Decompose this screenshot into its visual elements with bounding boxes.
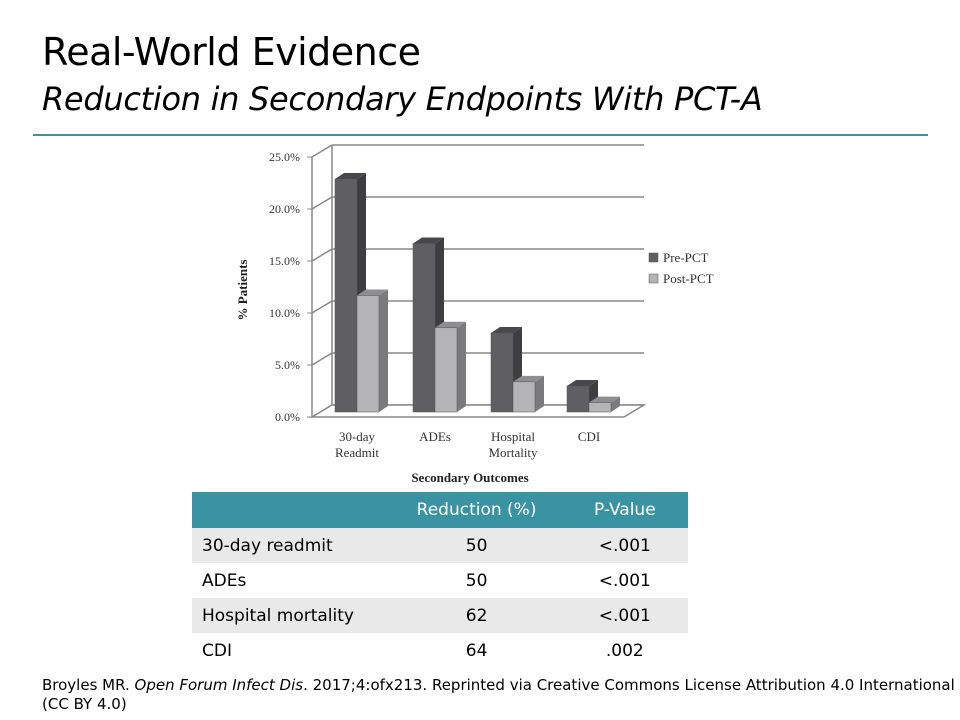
legend-swatch (648, 252, 659, 263)
citation-author: Broyles MR. (42, 676, 135, 694)
citation-rest: . 2017;4:ofx213. Reprinted via Creative … (42, 676, 955, 713)
bar-front (356, 295, 380, 413)
bar-top (335, 173, 366, 180)
x-tick-label: CDI (578, 429, 600, 444)
pvalue-cell: <.001 (598, 570, 651, 591)
bar-side (611, 396, 620, 412)
bar-front (490, 332, 514, 413)
outcome-cell: CDI (202, 640, 232, 661)
y-tick-label: 10.0% (269, 306, 300, 320)
y-axis-label: % Patients (235, 259, 250, 320)
pvalue-cell: .002 (605, 640, 644, 661)
citation: Broyles MR. Open Forum Infect Dis. 2017;… (42, 676, 960, 714)
side-gridline (311, 248, 333, 262)
y-tick-label: 20.0% (269, 202, 300, 216)
x-tick-label: Hospital (491, 429, 535, 444)
reduction-cell: 50 (465, 535, 488, 556)
bar-front (512, 381, 536, 413)
reduction-cell: 50 (465, 570, 488, 591)
bar-chart: 0.0% 5.0% 10.0% 15.0% 20.0% 25.0% 30-dayReadmi… (235, 144, 714, 485)
title-divider (33, 134, 928, 136)
legend-label: Pre-PCT (663, 250, 709, 265)
legend-swatch (648, 273, 659, 284)
outcome-cell: ADEs (202, 570, 247, 591)
table-row: ADEs 50 <.001 (192, 563, 688, 598)
side-gridline (311, 300, 333, 314)
y-tick-label: 25.0% (269, 150, 300, 164)
bar-front (412, 243, 436, 413)
header-reduction: Reduction (%) (391, 492, 562, 528)
bar-side (379, 289, 388, 412)
bar-side (457, 321, 466, 412)
bar-front (334, 178, 358, 413)
side-gridline (311, 352, 333, 366)
reduction-cell: 64 (465, 640, 488, 661)
y-tick-label: 15.0% (269, 254, 300, 268)
bar-post-pct-1 (434, 321, 466, 413)
table-header-row: Reduction (%) P-Value (192, 492, 688, 528)
bar-top (589, 396, 620, 403)
x-axis-label: Secondary Outcomes (411, 470, 528, 485)
bar-top (567, 380, 598, 386)
x-tick-label: ADEs (419, 429, 451, 444)
slide-title: Real-World Evidence (42, 30, 421, 74)
side-gridline (311, 144, 333, 158)
x-tick-label: Mortality (488, 445, 538, 460)
bar-front (566, 385, 590, 413)
bar-top (491, 326, 522, 333)
outcome-cell: Hospital mortality (202, 605, 354, 626)
header-pvalue: P-Value (561, 492, 688, 528)
pvalue-cell: <.001 (598, 605, 651, 626)
bar-post-pct-2 (512, 375, 544, 413)
outcome-cell: 30-day readmit (202, 535, 333, 556)
bar-side (535, 375, 544, 412)
citation-journal: Open Forum Infect Dis (134, 676, 304, 694)
bar-top (413, 237, 444, 244)
legend-label: Post-PCT (663, 271, 714, 286)
y-tick-label: 0.0% (275, 410, 300, 424)
table-row: Hospital mortality 62 <.001 (192, 598, 688, 633)
bar-top (357, 289, 388, 296)
header-outcome (192, 492, 392, 528)
bar-front (434, 327, 458, 413)
x-tick-label: Readmit (335, 445, 379, 460)
bar-post-pct-0 (356, 289, 388, 413)
results-table: Reduction (%) P-Value 30-day readmit 50 <.… (192, 492, 688, 668)
x-tick-label: 30-day (339, 429, 376, 444)
bar-top (513, 375, 544, 382)
reduction-cell: 62 (465, 605, 488, 626)
table-row: CDI 64 .002 (192, 633, 688, 668)
side-gridline (311, 196, 333, 210)
table-row: 30-day readmit 50 <.001 (192, 528, 688, 563)
pvalue-cell: <.001 (598, 535, 651, 556)
slide-subtitle: Reduction in Secondary Endpoints With PC… (42, 80, 763, 118)
bar-front (588, 402, 612, 413)
bar-post-pct-3 (588, 396, 620, 413)
y-tick-label: 5.0% (275, 358, 300, 372)
floor (309, 404, 647, 418)
bar-top (435, 321, 466, 328)
